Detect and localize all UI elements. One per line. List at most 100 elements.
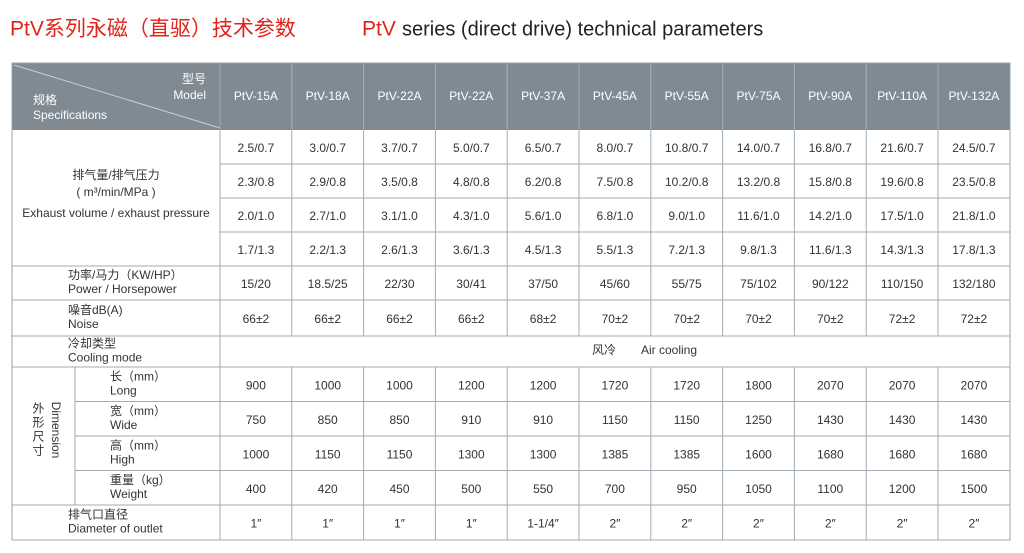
cell: 30/41 [456,277,486,291]
cell: 910 [461,413,481,427]
cell: 1″ [394,517,406,531]
cell: 23.5/0.8 [952,175,996,189]
cell: 13.2/0.8 [737,175,781,189]
cell: 1430 [961,413,988,427]
cell: 1800 [745,378,772,392]
cell: 1300 [530,447,557,461]
cell: 15.8/0.8 [809,175,853,189]
table-border [11,62,1011,541]
cell: 3.1/1.0 [381,209,418,223]
model-name: PtV-132A [949,89,1000,103]
cell: 1″ [250,517,262,531]
model-name: PtV-37A [521,89,565,103]
cell: 1200 [458,378,485,392]
cell: 1600 [745,447,772,461]
row-label-en: High [110,452,135,466]
cell: 17.5/1.0 [880,209,924,223]
cell: 9.0/1.0 [668,209,705,223]
cell: 5.6/1.0 [525,209,562,223]
cell: 1050 [745,482,772,496]
model-name: PtV-22A [449,89,493,103]
cell: 1150 [387,447,413,461]
cell: 2.7/1.0 [309,209,346,223]
row-label-en: Power / Horsepower [68,282,177,296]
corner-spec-en: Specifications [33,108,107,122]
cell: 910 [533,413,553,427]
cell: 7.5/0.8 [597,175,634,189]
cell: 1″ [322,517,334,531]
cell: 2″ [681,517,693,531]
title-en: series (direct drive) technical paramete… [402,18,763,40]
cell: 3.6/1.3 [453,243,490,257]
row-label-cn: 宽（mm） [110,403,166,418]
cell: 16.8/0.7 [809,141,853,155]
cell: 2″ [897,517,909,531]
cell: 37/50 [528,277,558,291]
cell: 420 [318,482,338,496]
row-label-en: Exhaust volume / exhaust pressure [22,206,210,220]
cell: 3.7/0.7 [381,141,418,155]
cell: 1.7/1.3 [238,243,275,257]
cell: 1720 [602,378,629,392]
cell: 1680 [817,447,844,461]
cell: 110/150 [881,277,924,291]
corner-model-cn: 型号 [182,72,206,86]
cell: 2″ [968,517,980,531]
cell: 72±2 [961,312,988,326]
model-name: PtV-55A [665,89,709,103]
cell: 1300 [458,447,485,461]
cell: 3.5/0.8 [381,175,418,189]
cell: 22/30 [384,277,414,291]
row-label-cn: 排气口直径 [68,507,128,522]
cell: 1150 [674,413,700,427]
cell: 132/180 [952,277,996,291]
row-label-cn: 高（mm） [110,437,166,452]
dimension-label-en: Dimension [49,402,63,459]
row-label-en: Wide [110,418,138,432]
cell: 850 [389,413,409,427]
cell: 2″ [609,517,621,531]
model-name: PtV-15A [234,89,278,103]
cell: 18.5/25 [308,277,348,291]
cell: 1250 [745,413,772,427]
row-unit: ( m³/min/MPa ) [76,185,155,199]
cell: 2.9/0.8 [309,175,346,189]
cell: 24.5/0.7 [952,141,996,155]
cell: 75/102 [740,277,777,291]
cell: 66±2 [314,312,341,326]
model-name: PtV-90A [808,89,852,103]
cell: 2.0/1.0 [238,209,275,223]
cell: 2.6/1.3 [381,243,418,257]
cell: 9.8/1.3 [740,243,777,257]
cell: 550 [533,482,553,496]
cell: 1-1/4″ [527,517,559,531]
cell: 19.6/0.8 [880,175,924,189]
cell: 1720 [673,378,700,392]
row-label-en: Long [110,383,137,397]
model-name: PtV-22A [377,89,421,103]
cell: 6.8/1.0 [597,209,634,223]
cell: 1430 [889,413,916,427]
cell: 11.6/1.3 [809,243,852,257]
row-label-cn: 长（mm） [110,369,166,383]
cell: 4.3/1.0 [453,209,490,223]
cell: 2.2/1.3 [309,243,346,257]
cell: 1000 [243,447,270,461]
model-name: PtV-75A [736,89,780,103]
cell: 10.8/0.7 [665,141,709,155]
cell: 1430 [817,413,844,427]
cell: 2.5/0.7 [238,141,275,155]
cell: 1000 [386,378,413,392]
cell: 1680 [889,447,916,461]
cell: 21.8/1.0 [952,209,996,223]
cell: 1500 [961,482,988,496]
cell: 55/75 [672,277,702,291]
cell: 850 [318,413,338,427]
cell: 70±2 [817,312,844,326]
cell: 66±2 [243,312,270,326]
cell: 6.5/0.7 [525,141,562,155]
row-label-cn: 排气量/排气压力 [72,167,159,182]
row-label-cn: 重量（kg） [110,473,171,487]
model-name: PtV-18A [306,89,350,103]
